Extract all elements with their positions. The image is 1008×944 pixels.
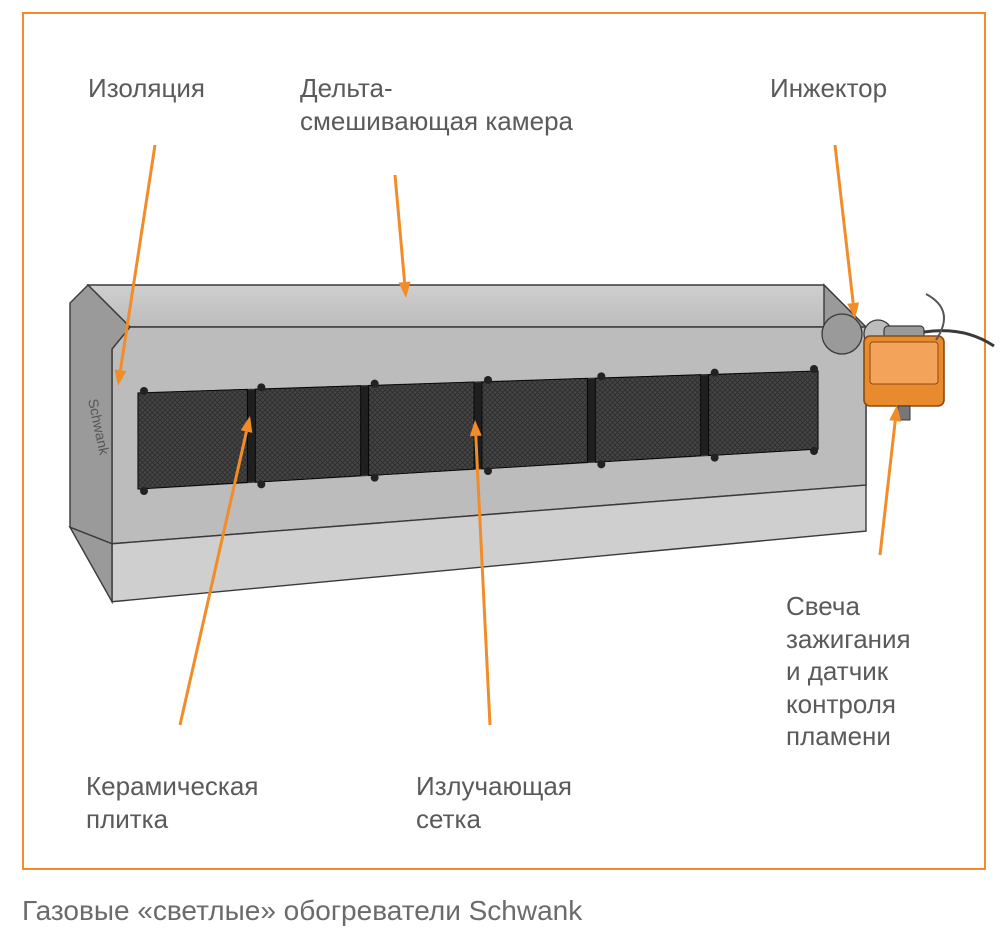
label-radiant_mesh: Излучающая сетка [416, 770, 572, 835]
label-delta_mix: Дельта- смешивающая камера [300, 72, 573, 137]
label-spark_sensor: Свеча зажигания и датчик контроля пламен… [786, 590, 911, 753]
diagram-frame: Schwank ИзоляцияДельта- смешивающая каме… [0, 0, 1008, 870]
label-insulation: Изоляция [88, 72, 205, 105]
diagram-caption: Газовые «светлые» обогреватели Schwank [22, 895, 582, 927]
label-injector: Инжектор [770, 72, 887, 105]
label-ceramic_tile: Керамическая плитка [86, 770, 258, 835]
